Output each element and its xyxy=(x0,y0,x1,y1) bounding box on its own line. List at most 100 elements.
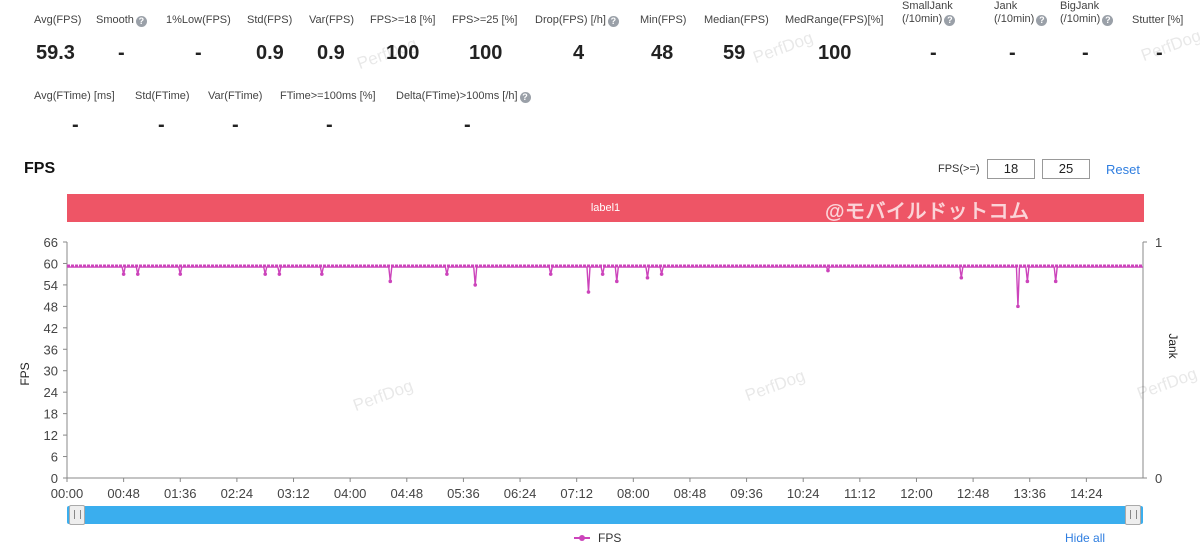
fps-point xyxy=(388,279,393,284)
help-icon[interactable]: ? xyxy=(607,16,619,27)
x-tick-label: 08:00 xyxy=(617,486,650,501)
help-icon[interactable]: ? xyxy=(519,92,531,103)
stat-value: 59.3 xyxy=(36,42,75,64)
help-icon[interactable]: ? xyxy=(1036,15,1048,26)
label-band[interactable]: label1 @モバイルドットコム xyxy=(67,194,1144,223)
stat-label: Var(FPS) xyxy=(309,14,354,26)
stat-label-text: MedRange(FPS)[%] xyxy=(785,14,884,26)
y-tick-label: 36 xyxy=(44,342,58,357)
stat-value: 4 xyxy=(573,42,585,64)
label-band-text: label1 xyxy=(590,202,621,214)
stat-label: Stutter [%] xyxy=(1132,14,1183,26)
fps-threshold-label: FPS(>=) xyxy=(938,163,980,175)
help-icon[interactable]: ? xyxy=(944,15,956,26)
stat-label-text: Median(FPS) xyxy=(704,14,769,26)
stat-label: Min(FPS) xyxy=(640,14,686,26)
legend-label: FPS xyxy=(598,531,622,545)
fps-point xyxy=(1053,279,1058,284)
stat-value: - xyxy=(1009,42,1016,64)
stat-label-text: FPS>=18 [%] xyxy=(370,14,436,26)
fps-point xyxy=(959,275,964,280)
stat-label-text: Stutter [%] xyxy=(1132,14,1184,26)
fps-point xyxy=(826,268,830,273)
stat-label-text: FTime>=100ms [%] xyxy=(280,90,376,102)
help-icon[interactable]: ? xyxy=(135,16,147,27)
stat-value: 100 xyxy=(818,42,852,64)
stat-label-text: Drop(FPS) [/h] xyxy=(535,14,606,26)
stat-value: - xyxy=(930,42,937,64)
band-watermark: @モバイルドットコム xyxy=(825,201,1030,223)
stat-value: - xyxy=(1082,42,1089,64)
fps-point xyxy=(659,272,664,276)
stat-value: - xyxy=(118,42,125,64)
stat-label-text: Smooth xyxy=(96,14,134,26)
stat-value: - xyxy=(72,114,79,136)
fps-point xyxy=(277,272,282,276)
stat-label-text: Avg(FTime) [ms] xyxy=(34,90,115,102)
stat-label: Jank (/10min)? xyxy=(994,0,1048,26)
stat-value: - xyxy=(195,42,202,64)
x-tick-label: 05:36 xyxy=(447,486,480,501)
slider-left-handle[interactable] xyxy=(69,505,85,525)
x-tick-label: 07:12 xyxy=(560,486,593,501)
x-tick-label: 14:24 xyxy=(1070,486,1103,501)
stat-value: 59 xyxy=(723,42,746,64)
stat-value: - xyxy=(326,114,333,136)
stat-label-text: Delta(FTime)>100ms [/h] xyxy=(396,90,518,102)
stat-value: - xyxy=(232,114,239,136)
fps-threshold-input-1[interactable]: 18 xyxy=(987,159,1035,179)
x-tick-label: 09:36 xyxy=(730,486,763,501)
y2-tick-label: 1 xyxy=(1155,235,1162,250)
stat-label: Smooth? xyxy=(96,14,147,27)
y-axis-label: FPS xyxy=(18,362,32,385)
x-tick-label: 04:00 xyxy=(334,486,367,501)
stat-value: 0.9 xyxy=(317,42,345,64)
stat-label: Var(FTime) xyxy=(208,90,262,102)
stat-label-line2: (/10min)? xyxy=(902,13,956,26)
stat-label: Avg(FTime) [ms] xyxy=(34,90,115,102)
stat-label-text: Var(FPS) xyxy=(309,14,355,26)
stat-label: Std(FTime) xyxy=(135,90,190,102)
stat-label: SmallJank (/10min)? xyxy=(902,0,956,26)
fps-point xyxy=(586,290,591,294)
stat-label-text: Std(FPS) xyxy=(247,14,293,26)
x-tick-label: 00:00 xyxy=(51,486,84,501)
hide-all-button[interactable]: Hide all xyxy=(1065,531,1106,545)
y-tick-label: 24 xyxy=(44,385,58,400)
stat-label: Delta(FTime)>100ms [/h]? xyxy=(396,90,531,103)
stat-label-line2-text: (/10min) xyxy=(994,13,1035,25)
stat-value: - xyxy=(158,114,165,136)
stat-label-line1: BigJank xyxy=(1060,0,1100,12)
x-tick-label: 12:48 xyxy=(957,486,990,501)
stat-value: - xyxy=(1156,42,1163,64)
fps-point xyxy=(445,272,449,276)
fps-point xyxy=(135,272,140,276)
y-tick-label: 18 xyxy=(44,407,58,422)
stat-label-text: Min(FPS) xyxy=(640,14,687,26)
x-tick-label: 10:24 xyxy=(787,486,820,501)
y-tick-label: 60 xyxy=(44,256,58,271)
stat-value: 100 xyxy=(386,42,420,64)
slider-right-handle[interactable] xyxy=(1125,505,1141,525)
stat-label: BigJank (/10min)? xyxy=(1060,0,1114,26)
help-icon[interactable]: ? xyxy=(1102,15,1114,26)
fps-chart[interactable]: 0 6 12 18 24 30 36 42 48 54 60 66 0 1 FPS Jank 00:00 00:4… xyxy=(0,228,1200,504)
stat-label-text: Avg(FPS) xyxy=(34,14,82,26)
stat-label: FPS>=18 [%] xyxy=(370,14,435,26)
stat-label-text: Std(FTime) xyxy=(135,90,190,102)
reset-link[interactable]: Reset xyxy=(1106,162,1140,177)
stat-label: Avg(FPS) xyxy=(34,14,81,26)
x-tick-label: 01:36 xyxy=(164,486,197,501)
legend-item-fps[interactable]: FPS xyxy=(574,531,621,545)
time-range-slider[interactable] xyxy=(67,505,1143,525)
stat-label-line2-text: (/10min) xyxy=(1060,13,1101,25)
stat-label-text: 1%Low(FPS) xyxy=(166,14,231,26)
stat-label: Median(FPS) xyxy=(704,14,769,26)
x-tick-label: 06:24 xyxy=(504,486,537,501)
stat-label-line2-text: (/10min) xyxy=(902,13,943,25)
legend-line-icon xyxy=(574,535,590,541)
y-tick-label: 30 xyxy=(44,364,58,379)
fps-threshold-input-2[interactable]: 25 xyxy=(1042,159,1090,179)
stat-label-line1: SmallJank xyxy=(902,0,953,12)
fps-point xyxy=(178,272,183,276)
